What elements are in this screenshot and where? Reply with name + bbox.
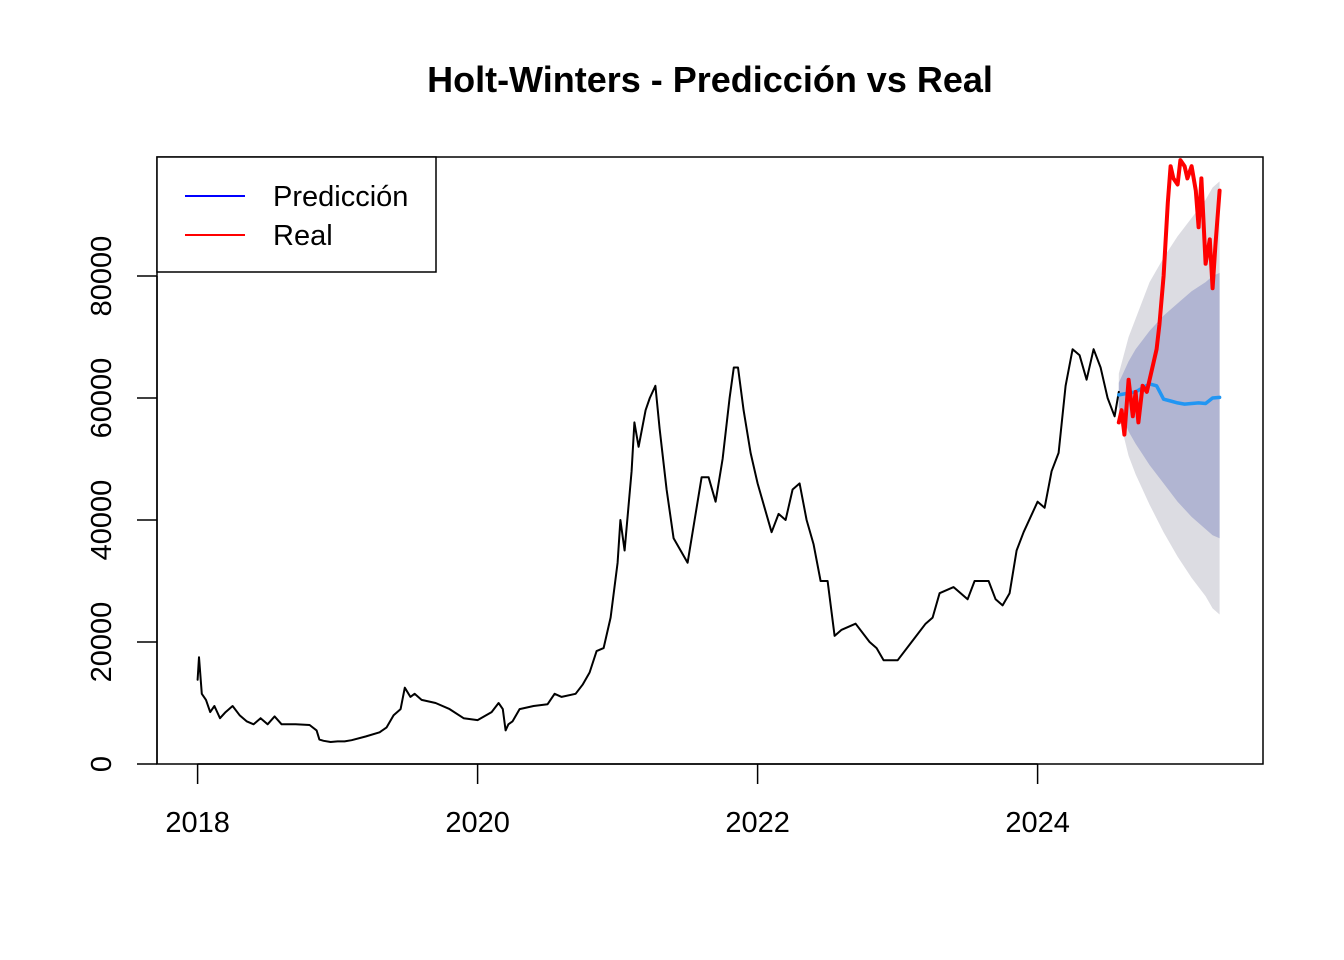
y-tick-label: 20000 — [86, 602, 118, 683]
x-axis: 2018 2020 2022 2024 — [165, 763, 1070, 839]
chart-title: Holt-Winters - Predicción vs Real — [427, 59, 993, 100]
band-80 — [1118, 272, 1220, 539]
y-tick-label: 0 — [86, 756, 118, 772]
y-tick-label: 60000 — [86, 358, 118, 439]
series-line-history — [196, 348, 1120, 743]
y-axis: 0 20000 40000 60000 80000 — [86, 236, 158, 772]
y-tick-label: 80000 — [86, 236, 118, 317]
legend-label-prediccion: Predicción — [273, 181, 408, 213]
x-tick-label: 2024 — [1005, 807, 1070, 839]
series-group — [196, 158, 1222, 743]
x-tick-label: 2018 — [165, 807, 230, 839]
y-tick-label: 40000 — [86, 480, 118, 561]
legend: Predicción Real — [156, 156, 437, 273]
legend-box — [156, 156, 437, 273]
series-line-real — [1116, 158, 1222, 437]
confidence-bands — [1118, 181, 1220, 615]
x-tick-label: 2022 — [725, 807, 790, 839]
legend-label-real: Real — [273, 220, 333, 252]
x-tick-label: 2020 — [445, 807, 510, 839]
